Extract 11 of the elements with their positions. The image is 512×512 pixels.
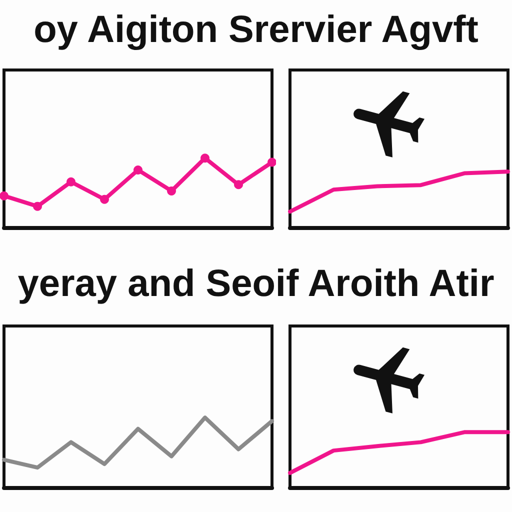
point xyxy=(200,154,210,163)
point xyxy=(33,202,42,211)
chart-title: yeray and Seoif Aroith Atir xyxy=(16,262,496,306)
chart-title: oy Aigiton Srervier Agvft xyxy=(32,8,480,52)
point xyxy=(268,158,276,167)
point xyxy=(100,194,109,204)
point xyxy=(134,165,142,174)
point xyxy=(0,191,8,200)
point xyxy=(66,177,76,186)
point xyxy=(167,186,176,196)
point xyxy=(234,180,243,190)
